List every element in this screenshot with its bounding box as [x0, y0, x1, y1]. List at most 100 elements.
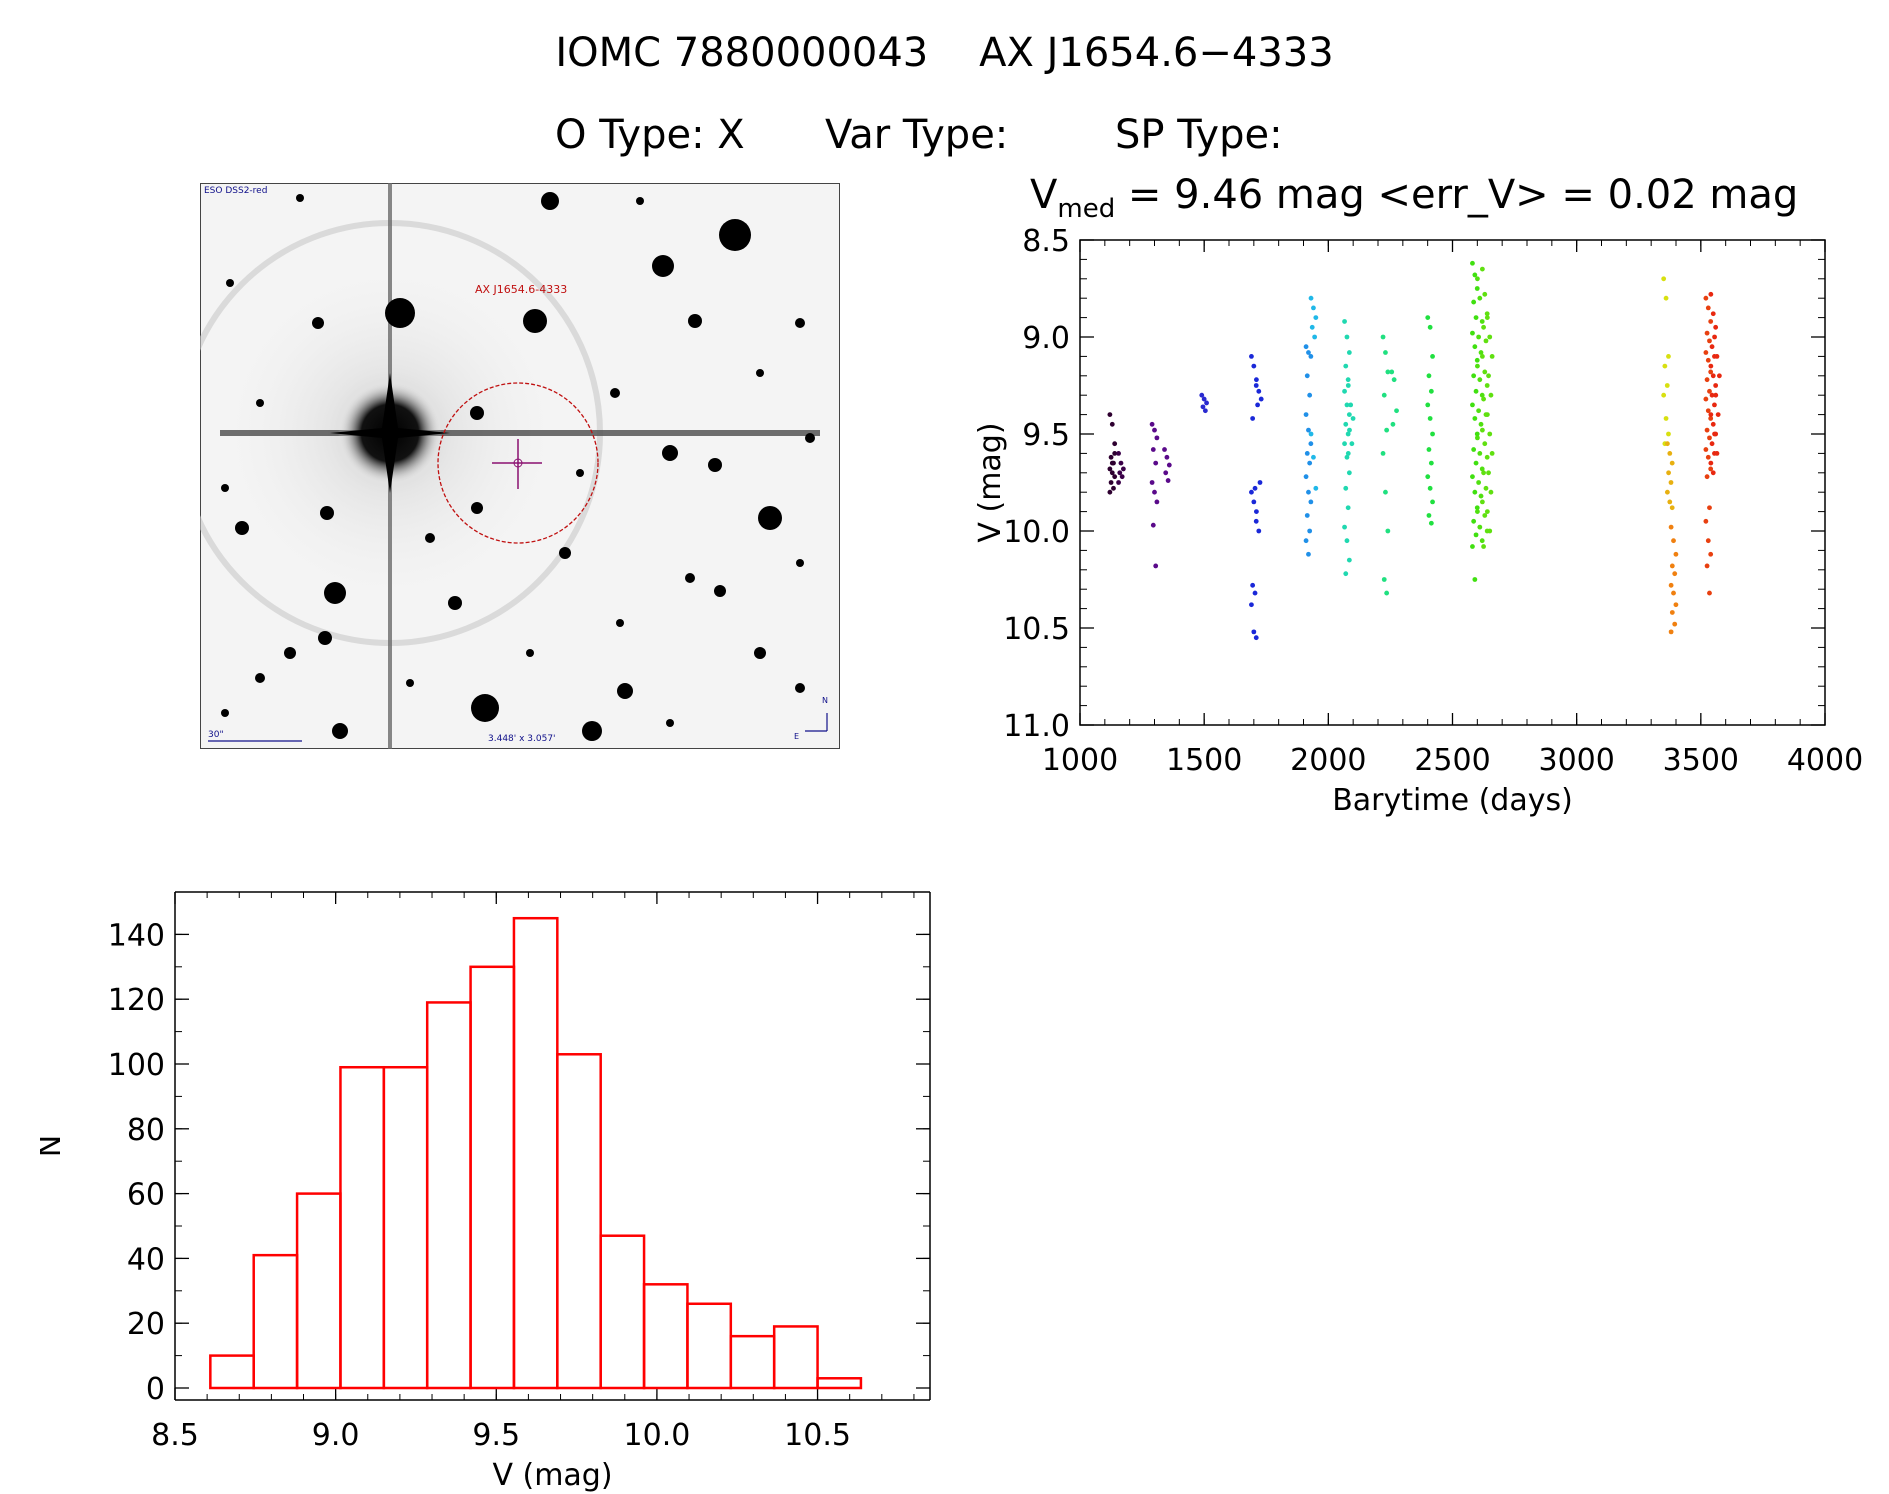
- data-point: [1483, 485, 1489, 491]
- data-point: [1486, 470, 1491, 476]
- histogram-bar: [772, 1325, 819, 1390]
- data-point: [1204, 400, 1209, 406]
- y-tick-label: 9.5: [1022, 418, 1070, 453]
- data-point: [1428, 460, 1434, 466]
- histogram-bar: [252, 1253, 299, 1390]
- data-point: [1478, 493, 1484, 499]
- data-point: [1346, 412, 1352, 417]
- data-point: [1487, 431, 1493, 437]
- data-point: [1704, 377, 1710, 383]
- data-point: [1481, 470, 1486, 476]
- data-point: [1479, 538, 1485, 544]
- hist-x-tick-label: 9.5: [472, 1418, 520, 1453]
- data-point: [1308, 499, 1314, 505]
- data-point: [1345, 431, 1351, 437]
- x-tick-label: 1500: [1166, 743, 1242, 778]
- data-point: [1488, 392, 1494, 398]
- data-point: [1108, 454, 1114, 460]
- data-point: [1313, 315, 1319, 320]
- data-point: [1476, 480, 1482, 485]
- survey-label: ESO DSS2-red: [204, 186, 267, 196]
- data-point: [1710, 421, 1716, 427]
- data-point: [1470, 474, 1475, 480]
- data-point: [1703, 350, 1709, 355]
- data-point: [1707, 590, 1712, 596]
- x-tick-label: 2000: [1290, 743, 1366, 778]
- data-point: [1482, 441, 1488, 447]
- data-point: [1342, 319, 1347, 324]
- data-point: [1249, 602, 1254, 608]
- data-point: [1345, 505, 1351, 511]
- data-point: [1477, 377, 1483, 383]
- sptype-label: SP Type:: [1115, 112, 1283, 158]
- data-point: [1662, 363, 1668, 369]
- data-point: [1671, 538, 1676, 544]
- data-point: [1384, 590, 1390, 596]
- hist-y-tick-label: 20: [127, 1307, 165, 1342]
- histogram-bar: [382, 1065, 429, 1390]
- data-point: [1482, 291, 1488, 297]
- data-point: [1311, 454, 1316, 460]
- data-point: [1250, 416, 1256, 421]
- data-point: [1483, 338, 1489, 344]
- data-point: [1667, 499, 1673, 505]
- data-point: [1471, 518, 1477, 524]
- data-point: [1166, 462, 1172, 468]
- data-point: [1472, 272, 1478, 278]
- data-point: [1705, 357, 1711, 363]
- data-point: [1347, 427, 1352, 433]
- data-point: [1312, 334, 1318, 340]
- north-label: N: [822, 696, 828, 705]
- data-point: [1475, 435, 1480, 441]
- data-point: [1473, 532, 1479, 538]
- data-point: [1484, 315, 1490, 320]
- data-point: [1427, 416, 1433, 421]
- data-point: [1116, 480, 1121, 485]
- data-point: [1470, 260, 1475, 266]
- data-point: [1712, 402, 1717, 408]
- data-point: [1108, 480, 1114, 485]
- data-point: [1666, 470, 1671, 476]
- hist-y-tick-label: 140: [108, 918, 165, 953]
- x-axis-label: Barytime (days): [1332, 783, 1573, 818]
- data-point: [1708, 369, 1714, 375]
- data-point: [1705, 454, 1711, 460]
- hist-y-axis-label: N: [40, 1135, 68, 1157]
- histogram-bar: [425, 1001, 472, 1390]
- data-point: [1109, 460, 1115, 466]
- data-point: [1306, 427, 1311, 433]
- x-tick-label: 3500: [1663, 743, 1739, 778]
- data-point: [1349, 441, 1355, 447]
- data-point: [1475, 509, 1480, 514]
- data-point: [1201, 396, 1207, 402]
- data-point: [1486, 373, 1491, 379]
- data-point: [1154, 435, 1160, 441]
- data-point: [1309, 324, 1315, 330]
- data-point: [1249, 489, 1254, 495]
- data-point: [1705, 538, 1711, 544]
- histogram-bar: [209, 1354, 255, 1390]
- data-point: [1712, 334, 1717, 340]
- data-point: [1667, 451, 1673, 456]
- x-tick-label: 2500: [1414, 743, 1490, 778]
- histogram-bar: [599, 1234, 646, 1390]
- y-tick-label: 8.5: [1022, 224, 1070, 259]
- data-point: [1704, 330, 1710, 336]
- data-point: [1251, 363, 1257, 369]
- data-point: [1428, 388, 1434, 394]
- data-point: [1165, 478, 1171, 483]
- data-point: [1477, 524, 1483, 530]
- data-point: [1709, 441, 1715, 447]
- data-point: [1477, 295, 1483, 301]
- data-point: [1484, 454, 1490, 460]
- data-point: [1153, 563, 1159, 569]
- data-point: [1153, 460, 1159, 466]
- data-point: [1107, 466, 1113, 472]
- data-point: [1474, 286, 1480, 291]
- data-point: [1668, 480, 1674, 485]
- hist-y-tick-label: 80: [127, 1113, 165, 1148]
- otype-label: O Type: X: [555, 112, 745, 158]
- histogram-chart: 8.5 9.0 9.5 10.0 10.5 0 20 40 60 80 100 120 140 V (ma…: [40, 891, 931, 1493]
- data-point: [1476, 334, 1482, 340]
- fov-label: 3.448' x 3.057': [488, 734, 556, 744]
